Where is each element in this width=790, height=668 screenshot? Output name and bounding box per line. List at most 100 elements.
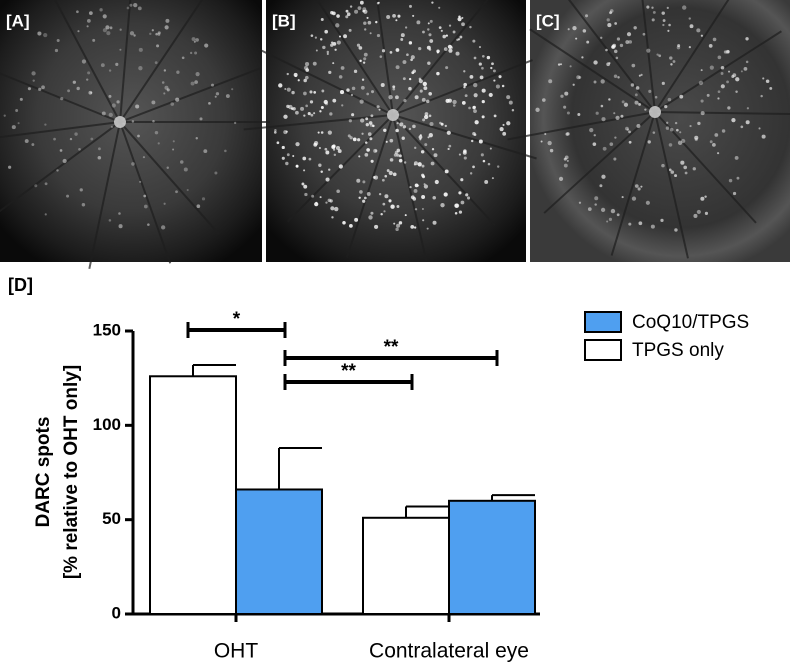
spot	[53, 137, 56, 141]
spot	[348, 119, 352, 123]
spot	[609, 142, 614, 146]
spot	[762, 77, 765, 80]
spot	[409, 186, 412, 189]
spot	[454, 203, 459, 208]
spot	[740, 70, 743, 73]
spot	[381, 49, 386, 53]
vessel	[392, 114, 537, 160]
spot	[557, 63, 561, 66]
spot	[285, 161, 289, 166]
spot	[461, 101, 466, 105]
spot	[357, 6, 362, 11]
spot	[190, 51, 193, 55]
spot	[448, 24, 452, 27]
legend-swatch	[584, 339, 622, 361]
spot	[662, 23, 665, 27]
spot	[650, 224, 655, 229]
spot	[631, 63, 636, 68]
spot	[578, 75, 582, 79]
spot	[108, 69, 112, 72]
spot	[385, 140, 388, 143]
spot	[421, 173, 425, 177]
spot	[726, 80, 729, 84]
spot	[683, 165, 688, 170]
spot	[199, 117, 203, 121]
spot	[143, 194, 147, 198]
spot	[366, 148, 370, 152]
spot	[303, 169, 306, 172]
spot	[652, 131, 656, 134]
spot	[606, 18, 610, 22]
spot	[608, 217, 613, 221]
spot	[708, 44, 713, 48]
spot	[625, 40, 630, 44]
vessel	[543, 111, 656, 214]
spot	[157, 33, 161, 36]
y-axis-label-line: DARC spots	[33, 417, 54, 528]
vessel	[654, 111, 689, 259]
spot	[183, 167, 188, 172]
spot	[566, 159, 569, 162]
spot	[457, 38, 461, 41]
spot	[619, 43, 624, 48]
spot	[433, 153, 438, 158]
spot	[354, 9, 359, 14]
spot	[428, 33, 432, 37]
spot	[186, 188, 189, 192]
spot	[492, 69, 496, 73]
spot	[135, 104, 140, 109]
spot	[44, 213, 47, 216]
spot	[41, 85, 45, 90]
spot	[694, 135, 699, 140]
spot	[295, 142, 300, 147]
spot	[452, 99, 457, 105]
spot	[90, 91, 93, 94]
spot	[661, 11, 665, 15]
spot	[87, 71, 91, 75]
sig-label: **	[384, 337, 399, 358]
spot	[139, 180, 142, 183]
spot	[56, 38, 60, 43]
spot	[472, 39, 476, 43]
spot	[77, 30, 80, 33]
spot	[166, 166, 169, 169]
spot	[496, 165, 500, 168]
vessel	[119, 0, 132, 123]
spot	[674, 228, 678, 232]
spot	[765, 79, 770, 84]
spot	[403, 161, 407, 164]
spot	[358, 196, 361, 199]
spot	[372, 124, 375, 128]
spot	[732, 191, 737, 196]
spot	[616, 213, 620, 217]
bar	[362, 516, 450, 616]
spot	[446, 130, 451, 135]
spot	[712, 37, 717, 42]
spot	[682, 5, 687, 10]
spot	[474, 120, 479, 125]
spot	[414, 183, 419, 188]
spot	[142, 156, 146, 159]
spot	[194, 80, 198, 84]
spot	[414, 146, 417, 150]
spot	[429, 121, 434, 127]
spot	[645, 200, 650, 205]
spot	[37, 31, 42, 36]
spot	[334, 48, 337, 51]
vessel	[257, 48, 394, 116]
spot	[464, 94, 468, 98]
spot	[330, 41, 334, 44]
spot	[508, 100, 513, 105]
bar	[149, 375, 237, 615]
spot	[325, 177, 330, 182]
spot	[363, 21, 367, 25]
spot	[416, 20, 421, 25]
spot	[291, 90, 295, 95]
spot	[373, 148, 378, 153]
spot	[286, 87, 291, 92]
x-tick-label: OHT	[214, 640, 259, 663]
spot	[413, 189, 418, 193]
spot	[163, 92, 166, 95]
vessel	[345, 114, 394, 259]
spot	[473, 56, 477, 60]
